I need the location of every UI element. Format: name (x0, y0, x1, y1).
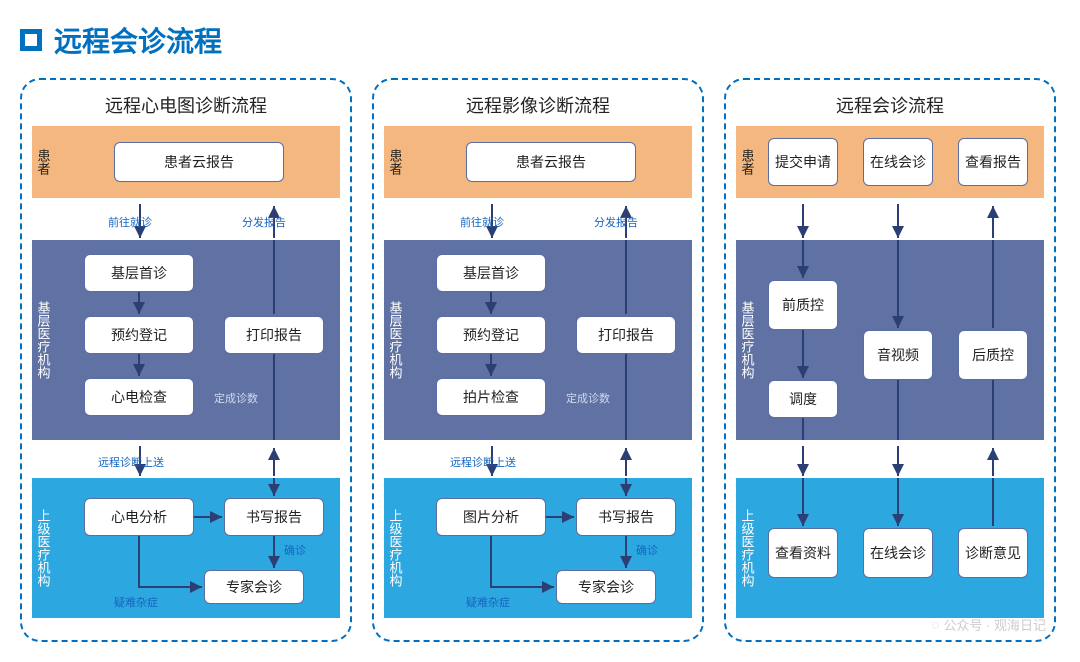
stage-patient: 患者 患者云报告 (384, 126, 692, 198)
stage-label: 基层医疗机构 (32, 240, 54, 440)
stage-label: 基层医疗机构 (384, 240, 406, 440)
panel-ecg: 远程心电图诊断流程 患者 患者云报告 前往就诊 分发报告 基层医疗机构 (20, 78, 352, 642)
stage-label: 上级医疗机构 (32, 478, 54, 618)
edge-label: 确诊 (636, 542, 658, 558)
stage-senior: 上级医疗机构 心电分析 书写报告 专家会诊 确诊 疑难杂症 (32, 478, 340, 618)
node: 打印报告 (224, 316, 324, 354)
node: 前质控 (768, 280, 838, 330)
node: 在线会诊 (863, 528, 933, 578)
panel-title: 远程会诊流程 (736, 92, 1044, 118)
stage-label: 基层医疗机构 (736, 240, 758, 440)
stage-patient: 患者 患者云报告 (32, 126, 340, 198)
panel-imaging: 远程影像诊断流程 患者 患者云报告 前往就诊 分发报告 基层医疗机构 (372, 78, 704, 642)
stage-primary: 基层医疗机构 基层首诊 预约登记 心电检查 打印报告 定成诊数 (32, 240, 340, 440)
stage-label: 患者 (384, 126, 406, 198)
node-patient-report: 患者云报告 (114, 142, 284, 182)
node: 诊断意见 (958, 528, 1028, 578)
watermark: ◌ 公众号 · 观海日记 (932, 615, 1046, 634)
panel-title: 远程影像诊断流程 (384, 92, 692, 118)
stage-label: 上级医疗机构 (736, 478, 758, 618)
node: 基层首诊 (84, 254, 194, 292)
page-title-row: 远程会诊流程 (20, 20, 1060, 60)
stage-primary: 基层医疗机构 基层首诊 预约登记 拍片检查 打印报告 定成诊数 (384, 240, 692, 440)
node: 专家会诊 (204, 570, 304, 604)
stage-senior: 上级医疗机构 图片分析 书写报告 专家会诊 确诊 疑难杂症 (384, 478, 692, 618)
node: 基层首诊 (436, 254, 546, 292)
stage-patient: 患者 提交申请 在线会诊 查看报告 (736, 126, 1044, 198)
edge-label: 疑难杂症 (114, 594, 158, 610)
edge-label: 分发报告 (594, 214, 638, 230)
edge-label: 前往就诊 (460, 214, 504, 230)
node: 音视频 (863, 330, 933, 380)
stage-label: 患者 (736, 126, 758, 198)
node: 打印报告 (576, 316, 676, 354)
node: 预约登记 (84, 316, 194, 354)
edge-label: 远程诊断上送 (98, 454, 164, 470)
node: 专家会诊 (556, 570, 656, 604)
edge-label: 定成诊数 (214, 390, 258, 406)
stage-label: 患者 (32, 126, 54, 198)
edge-label: 前往就诊 (108, 214, 152, 230)
square-icon (20, 29, 42, 51)
watermark-text: 公众号 · 观海日记 (943, 615, 1046, 634)
node: 查看报告 (958, 138, 1028, 186)
edge-label: 疑难杂症 (466, 594, 510, 610)
node: 图片分析 (436, 498, 546, 536)
wechat-icon: ◌ (932, 617, 940, 632)
panel-title: 远程心电图诊断流程 (32, 92, 340, 118)
node: 预约登记 (436, 316, 546, 354)
edge-label: 远程诊断上送 (450, 454, 516, 470)
stage-primary: 基层医疗机构 前质控 调度 音视频 后质控 (736, 240, 1044, 440)
node: 在线会诊 (863, 138, 933, 186)
node: 查看资料 (768, 528, 838, 578)
node: 书写报告 (224, 498, 324, 536)
node: 书写报告 (576, 498, 676, 536)
edge-label: 分发报告 (242, 214, 286, 230)
node: 拍片检查 (436, 378, 546, 416)
node: 心电检查 (84, 378, 194, 416)
page-title: 远程会诊流程 (54, 20, 222, 60)
node: 调度 (768, 380, 838, 418)
stage-label: 上级医疗机构 (384, 478, 406, 618)
panel-consult: 远程会诊流程 患者 提交申请 在线会诊 查看报告 基层医疗机构 (724, 78, 1056, 642)
panels-container: 远程心电图诊断流程 患者 患者云报告 前往就诊 分发报告 基层医疗机构 (20, 78, 1060, 642)
node: 提交申请 (768, 138, 838, 186)
node: 患者云报告 (466, 142, 636, 182)
node: 后质控 (958, 330, 1028, 380)
stage-senior: 上级医疗机构 查看资料 在线会诊 诊断意见 (736, 478, 1044, 618)
edge-label: 定成诊数 (566, 390, 610, 406)
node: 心电分析 (84, 498, 194, 536)
edge-label: 确诊 (284, 542, 306, 558)
